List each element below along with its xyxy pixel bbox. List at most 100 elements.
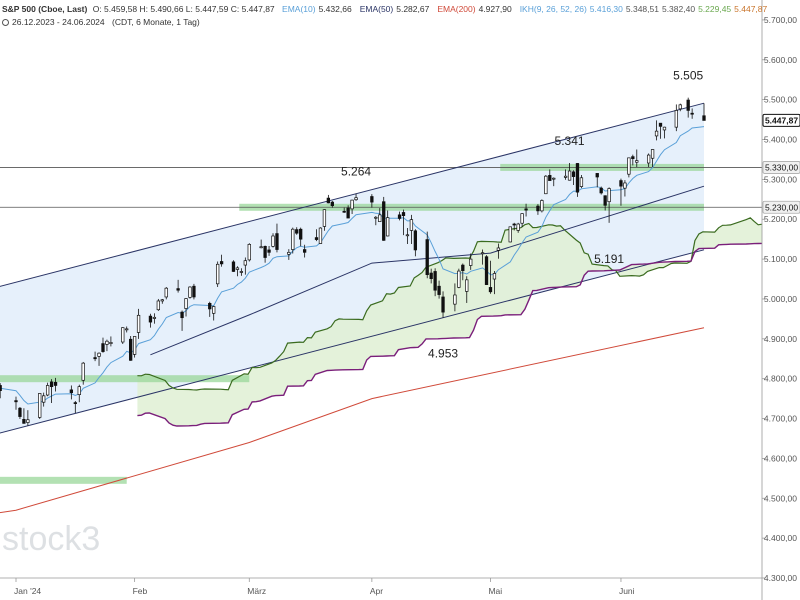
price-tag-label-1: 5.330,00	[765, 162, 798, 172]
candle-body	[176, 288, 180, 291]
candle-body	[627, 157, 631, 175]
y-tick-label: 4.500,00	[764, 493, 797, 503]
candle-body	[26, 419, 30, 423]
candle-body	[397, 214, 402, 219]
y-tick-label: 5.400,00	[764, 135, 797, 145]
candle-body	[287, 251, 291, 255]
candle-body	[346, 207, 350, 219]
candle-body	[0, 385, 2, 391]
x-tick-label: Feb	[133, 586, 148, 596]
chart-legend: S&P 500 (Cboe, Last) O: 5.459,58 H: 5.49…	[2, 3, 780, 29]
candle-body	[302, 249, 307, 253]
candle-body	[318, 227, 323, 244]
annotation-label-4: 4.953	[428, 347, 458, 361]
candle-body	[702, 115, 706, 121]
candle-body	[453, 294, 457, 305]
candle-body	[267, 249, 271, 253]
support-zone-2	[0, 375, 250, 383]
candle-body	[623, 182, 627, 189]
channel-lower-line	[0, 249, 705, 434]
annotation-label-0: 5.264	[341, 165, 371, 179]
candle-body	[409, 219, 414, 231]
candle-body	[433, 271, 437, 291]
candle-body	[405, 234, 410, 237]
price-tag-0	[762, 113, 800, 127]
candle-body	[121, 327, 125, 343]
candle-body	[239, 271, 244, 273]
candle-body	[326, 197, 331, 204]
candle-body	[635, 160, 639, 163]
price-tag-label-0: 5.447,87	[765, 115, 798, 125]
candle-body	[299, 228, 303, 240]
ema-200-line	[0, 327, 705, 514]
candle-body	[607, 188, 611, 203]
x-tick-label: Apr	[370, 586, 383, 596]
plot-area	[0, 97, 762, 514]
trend-channel-fill	[0, 103, 704, 433]
candle-body	[544, 175, 548, 195]
candle-body	[49, 381, 54, 388]
candle-body	[259, 246, 263, 249]
annotation-label-3: 5.191	[594, 252, 624, 266]
price-tag-2	[762, 200, 800, 214]
candle-body	[441, 296, 445, 313]
candle-body	[208, 303, 212, 310]
ohlc-values: O: 5.459,58 H: 5.490,66 L: 5.447,59 C: 5…	[92, 4, 275, 14]
candle-body	[295, 229, 299, 234]
candle-body	[567, 170, 572, 181]
indicator-3: IKH(9, 26, 52, 26) 5.416,30 5.348,51 5.382,…	[519, 4, 768, 14]
candle-body	[271, 235, 275, 247]
channel-upper-line	[0, 102, 705, 287]
candle-body	[231, 261, 236, 272]
candle-body	[184, 298, 188, 309]
candle-body	[603, 195, 607, 206]
candle-body	[263, 245, 267, 258]
candle-body	[132, 336, 137, 355]
y-tick-label: 5.000,00	[764, 294, 797, 304]
y-tick-label: 5.500,00	[764, 95, 797, 105]
candle-body	[73, 402, 77, 404]
candle-body	[654, 130, 659, 137]
candle-body	[646, 154, 651, 164]
candle-body	[350, 199, 354, 210]
ichimoku-span-b	[137, 242, 762, 427]
x-axis: Jan '24 Feb März Apr Mai Juni	[0, 577, 762, 596]
candle-body	[516, 223, 520, 231]
candle-body	[512, 223, 516, 226]
candle-body	[686, 99, 690, 111]
candle-body	[160, 299, 164, 302]
candle-body	[97, 352, 101, 357]
y-tick-label: 5.700,00	[764, 15, 797, 25]
candle-body	[386, 217, 390, 237]
candle-body	[401, 212, 406, 217]
candle-body	[77, 386, 81, 395]
candle-body	[45, 385, 50, 396]
instrument-label: S&P 500 (Cboe, Last)	[2, 4, 88, 14]
candle-body	[552, 177, 556, 180]
candle-body	[480, 252, 485, 255]
candle-body	[520, 213, 524, 224]
candle-body	[188, 286, 192, 298]
candle-body	[579, 177, 584, 187]
candle-body	[524, 208, 528, 211]
indicator-0: EMA(10) 5.432,66	[282, 4, 352, 14]
candle-body	[219, 261, 224, 265]
candle-body	[275, 233, 279, 250]
candle-body	[536, 205, 540, 212]
ichimoku-cloud-fill	[137, 217, 762, 426]
annotation-label-2: 5.505	[673, 69, 703, 83]
candles	[0, 97, 706, 426]
candle-body	[322, 209, 327, 227]
y-tick-label: 4.300,00	[764, 573, 797, 583]
y-tick-label: 4.700,00	[764, 414, 797, 424]
candle-body	[492, 273, 497, 280]
candle-body	[180, 311, 184, 319]
y-tick-label: 5.600,00	[764, 55, 797, 65]
y-axis: 4.300,00 4.400,00 4.500,00 4.600,00 4.700,00…	[761, 0, 800, 600]
candle-body	[599, 187, 603, 194]
candle-body	[247, 244, 251, 261]
candle-body	[42, 395, 46, 403]
candle-body	[101, 343, 105, 352]
